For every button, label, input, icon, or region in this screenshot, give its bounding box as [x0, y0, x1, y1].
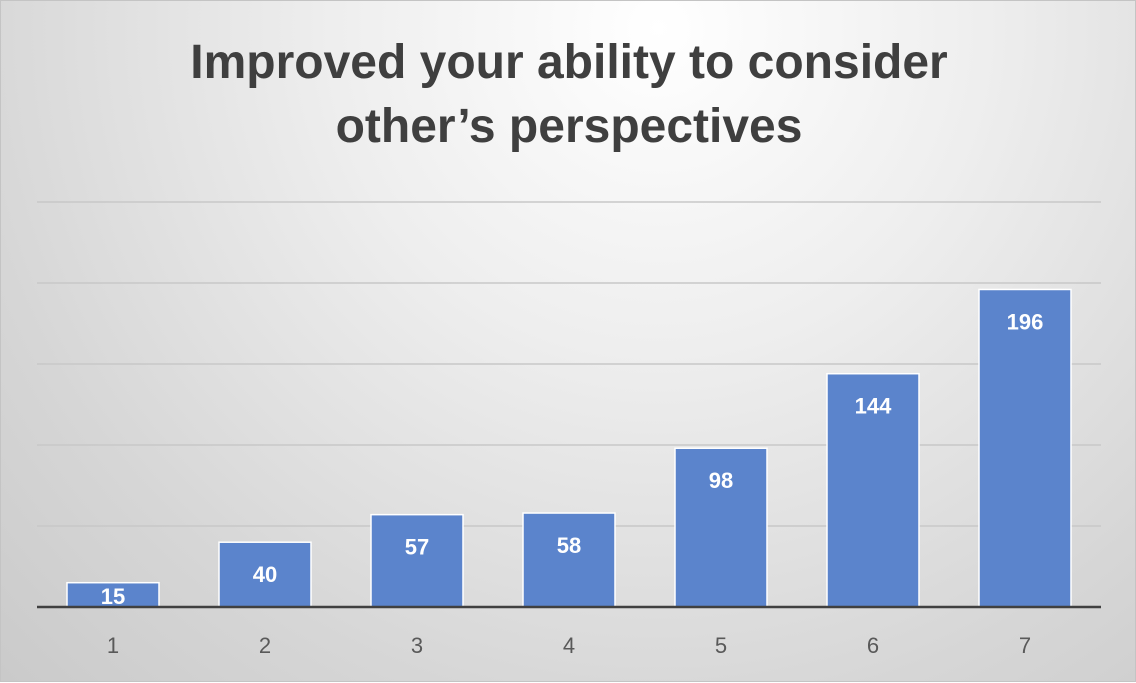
bar-7 [978, 288, 1072, 608]
data-label: 144 [855, 394, 892, 419]
x-tick-label: 6 [867, 633, 879, 658]
x-tick-label: 5 [715, 633, 727, 658]
bars [66, 288, 1072, 608]
x-tick-label: 1 [107, 633, 119, 658]
data-label: 40 [253, 562, 277, 587]
chart-title-line-1: Improved your ability to consider [190, 36, 948, 89]
data-label: 58 [557, 533, 581, 558]
x-tick-label: 3 [411, 633, 423, 658]
data-label: 196 [1007, 309, 1044, 334]
x-tick-label: 7 [1019, 633, 1031, 658]
x-tick-labels: 1 2 3 4 5 6 7 [107, 633, 1031, 658]
data-label: 15 [101, 584, 125, 609]
gridlines [37, 201, 1101, 527]
bar-4 [522, 512, 616, 608]
bar-6 [826, 372, 920, 608]
x-tick-label: 2 [259, 633, 271, 658]
data-label: 57 [405, 535, 429, 560]
bar-2 [218, 541, 312, 608]
data-label: 98 [709, 468, 733, 493]
bar-1 [66, 581, 160, 608]
x-tick-label: 4 [563, 633, 575, 658]
chart-title: Improved your ability to consider other’… [1, 31, 1136, 159]
chart-title-line-2: other’s perspectives [335, 100, 803, 153]
bar-5 [674, 447, 768, 608]
data-labels: 15 40 57 58 98 144 196 [101, 309, 1044, 609]
bar-3 [370, 513, 464, 608]
